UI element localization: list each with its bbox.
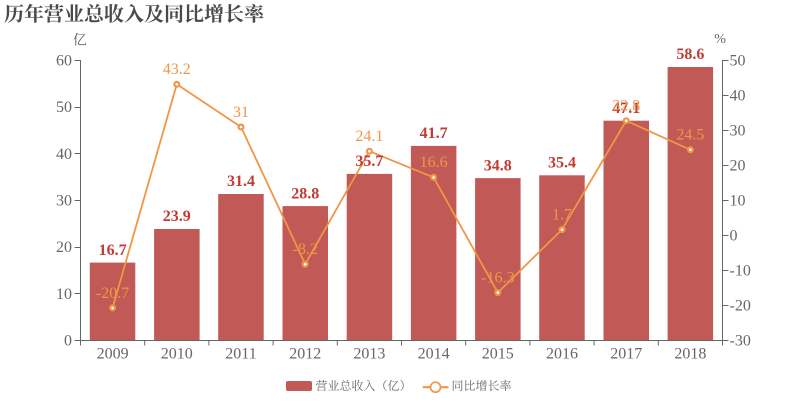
svg-text:28.8: 28.8	[291, 185, 319, 202]
svg-text:1.7: 1.7	[552, 206, 572, 223]
svg-text:-20: -20	[730, 298, 751, 315]
svg-text:2017: 2017	[610, 346, 642, 363]
svg-text:2015: 2015	[482, 346, 514, 363]
svg-text:-10: -10	[730, 263, 751, 280]
svg-text:41.7: 41.7	[420, 125, 448, 142]
svg-text:16.7: 16.7	[99, 242, 127, 259]
svg-text:-8.2: -8.2	[293, 241, 318, 258]
svg-text:2013: 2013	[353, 346, 385, 363]
svg-text:40: 40	[730, 88, 746, 105]
svg-text:50: 50	[56, 99, 72, 116]
svg-text:10: 10	[56, 286, 72, 303]
svg-text:2012: 2012	[289, 346, 321, 363]
svg-text:40: 40	[56, 146, 72, 163]
svg-text:2009: 2009	[97, 346, 129, 363]
svg-text:2016: 2016	[546, 346, 578, 363]
svg-text:60: 60	[56, 53, 72, 70]
svg-text:50: 50	[730, 53, 746, 70]
svg-text:20: 20	[730, 158, 746, 175]
svg-text:2011: 2011	[225, 346, 256, 363]
svg-text:2014: 2014	[418, 346, 450, 363]
svg-text:24.5: 24.5	[676, 127, 704, 144]
svg-text:20: 20	[56, 239, 72, 256]
svg-text:23.9: 23.9	[163, 208, 191, 225]
svg-text:35.4: 35.4	[548, 155, 576, 172]
svg-text:-30: -30	[730, 333, 751, 350]
svg-text:0: 0	[730, 228, 738, 245]
svg-text:47.1: 47.1	[612, 100, 640, 117]
svg-text:2010: 2010	[161, 346, 193, 363]
svg-text:31.4: 31.4	[227, 173, 255, 190]
svg-text:43.2: 43.2	[163, 61, 191, 78]
svg-text:32.8: 32.8	[612, 98, 640, 115]
svg-text:30: 30	[730, 123, 746, 140]
svg-text:24.1: 24.1	[355, 128, 383, 145]
svg-text:30: 30	[56, 193, 72, 210]
svg-text:%: %	[714, 32, 726, 47]
svg-text:58.6: 58.6	[676, 46, 704, 63]
svg-text:31: 31	[233, 104, 249, 121]
svg-text:-20.7: -20.7	[96, 285, 129, 302]
svg-text:0: 0	[64, 333, 72, 350]
svg-text:-16.3: -16.3	[481, 269, 514, 286]
svg-text:34.8: 34.8	[484, 157, 512, 174]
svg-text:2018: 2018	[674, 346, 706, 363]
svg-text:35.7: 35.7	[355, 153, 383, 170]
svg-text:10: 10	[730, 193, 746, 210]
svg-text:16.6: 16.6	[420, 154, 448, 171]
